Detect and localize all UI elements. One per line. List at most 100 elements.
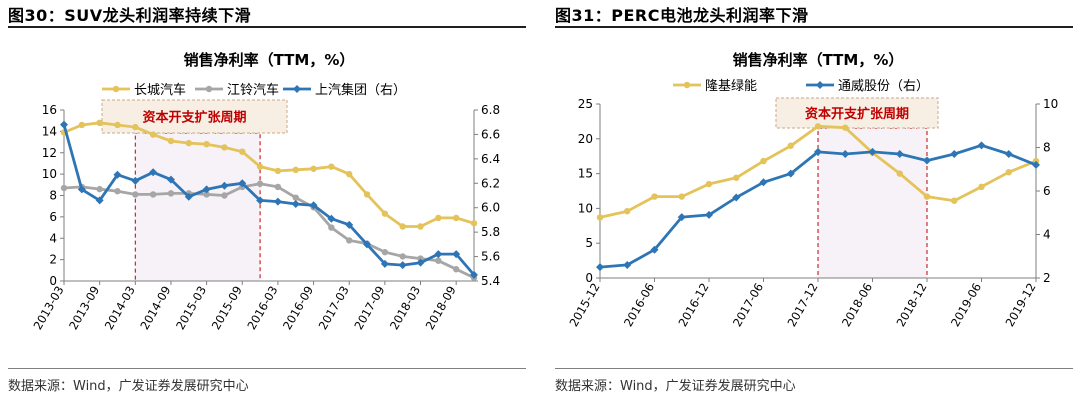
left-series-0-point	[114, 121, 121, 129]
right-y-left-tick-label: 0	[585, 271, 593, 285]
left-y-left-tick-label: 2	[49, 253, 57, 267]
right-y-right-tick-label: 4	[1043, 228, 1051, 242]
left-series-2-point	[60, 120, 68, 129]
left-series-0-point	[78, 121, 86, 129]
left-x-tick-label: 2013-09	[66, 284, 102, 333]
right-series-1-point	[786, 169, 795, 178]
left-legend-marker-1	[205, 85, 213, 93]
left-series-2-point	[256, 196, 265, 205]
right-x-tick-label: 2019-12	[1002, 281, 1038, 330]
left-series-0-point	[470, 220, 478, 227]
right-footer-rule	[555, 368, 1073, 369]
right-x-tick-label: 2017-06	[730, 281, 766, 330]
left-series-2-point	[416, 258, 425, 267]
right-annotation-box	[775, 97, 939, 129]
left-chart: 销售净利率（TTM，%） 资本开支扩张周期 0 2 4 6 8 10 12 14 16 5.4 5.6 5…	[30, 51, 500, 333]
left-x-tick-label: 2018-03	[387, 284, 423, 333]
right-legend-marker-1	[816, 81, 824, 89]
right-series-0-point	[678, 193, 685, 200]
left-series-1-point	[114, 188, 121, 195]
right-legend-label-1: 通威股份（右）	[838, 79, 929, 94]
left-series-1-point	[96, 185, 103, 193]
right-series-0-point	[978, 183, 985, 191]
left-series-1-point	[381, 248, 389, 256]
left-footer-rule	[8, 368, 526, 369]
left-x-tick-label: 2015-03	[173, 284, 209, 333]
left-series-2-point	[166, 175, 175, 184]
right-x-tick-label: 2018-12	[893, 281, 929, 330]
left-series-1-point	[60, 184, 68, 192]
left-series-1-point	[274, 183, 282, 191]
left-figure-title: 图30：SUV龙头利润率持续下滑	[8, 6, 252, 25]
right-series-1-point	[705, 210, 713, 219]
right-series-1-point	[814, 147, 822, 156]
left-y-right-tick-label: 5.6	[481, 250, 500, 264]
left-series-0-point	[96, 119, 103, 127]
left-series-1-point	[399, 253, 406, 260]
right-annotation-label: 资本开支扩张周期	[805, 106, 909, 122]
left-series-2-point	[131, 176, 140, 185]
left-y-left-tick-label: 8	[49, 189, 57, 203]
left-y-left-tick-label: 0	[49, 274, 57, 288]
left-series-2-point	[345, 220, 354, 229]
left-series-0-point	[328, 163, 335, 170]
left-series-2-point	[202, 185, 211, 194]
right-series-1-point	[732, 193, 741, 202]
right-y-left-tick-label: 20	[578, 132, 593, 146]
left-series-2-point	[95, 196, 104, 205]
left-series-2-point	[380, 259, 389, 268]
right-series-1-point	[1004, 150, 1013, 159]
right-series-1-point	[841, 150, 850, 159]
left-series-2-point	[452, 250, 461, 259]
left-series-0-point	[399, 223, 406, 230]
left-series-1-point	[417, 255, 424, 262]
left-series-2-point	[238, 179, 247, 188]
left-y-left-tick-label: 6	[49, 210, 57, 224]
left-series-0-point	[221, 144, 228, 151]
left-annotation-label: 资本开支扩张周期	[142, 110, 246, 126]
right-series-0-point	[1005, 169, 1012, 176]
left-series-2-point	[309, 201, 318, 210]
right-series-0-point	[733, 174, 740, 181]
left-series-2-point	[220, 181, 229, 190]
right-series-1-point	[759, 178, 768, 187]
right-legend-label-0: 隆基绿能	[705, 79, 757, 94]
right-series-1-point	[677, 213, 686, 222]
right-x-tick-label: 2016-06	[621, 281, 657, 330]
right-chart: 销售净利率（TTM，%） 资本开支扩张周期 0 5 10 15 20 25 2 4 6 8 10 2015…	[566, 51, 1058, 330]
left-shaded-period	[134, 132, 261, 282]
left-x-tick-label: 2013-03	[30, 284, 66, 333]
left-series-1-point	[452, 266, 460, 273]
right-series-0-point	[651, 193, 658, 200]
left-series-0-point	[363, 191, 371, 198]
left-series-0-point	[417, 223, 424, 230]
right-series-1-point	[950, 150, 959, 159]
left-series-0-point	[452, 214, 460, 222]
left-series-line-0	[63, 121, 475, 228]
left-x-tick-label: 2017-03	[316, 284, 352, 333]
left-series-1-point	[167, 190, 175, 197]
left-series-1-point	[221, 192, 228, 199]
left-source: 数据来源：Wind，广发证券发展研究中心	[8, 379, 249, 394]
right-source: 数据来源：Wind，广发证券发展研究中心	[555, 379, 796, 394]
right-y-left-tick-label: 5	[585, 236, 593, 250]
left-series-2-point	[398, 261, 407, 270]
left-series-1-point	[435, 257, 442, 264]
right-x-tick-label: 2018-06	[839, 281, 875, 330]
left-x-tick-label: 2015-09	[209, 284, 245, 333]
left-y-right-tick-label: 6.8	[481, 103, 500, 117]
left-series-1-point	[292, 194, 299, 201]
left-legend-label-1: 江铃汽车	[227, 82, 279, 98]
left-series-2-point	[434, 250, 443, 259]
left-y-left-tick-label: 12	[42, 146, 57, 160]
right-y-left-tick-label: 15	[578, 167, 593, 181]
left-series-2-point	[327, 214, 336, 223]
right-series-0-point	[760, 157, 767, 165]
right-series-1-point	[977, 141, 986, 150]
right-series-0-point	[814, 123, 822, 130]
right-series-1-point	[895, 150, 904, 159]
left-x-tick-label: 2018-09	[423, 284, 459, 333]
left-x-tick-label: 2014-03	[102, 284, 138, 333]
left-series-0-point	[274, 167, 282, 175]
left-series-0-point	[256, 163, 264, 170]
